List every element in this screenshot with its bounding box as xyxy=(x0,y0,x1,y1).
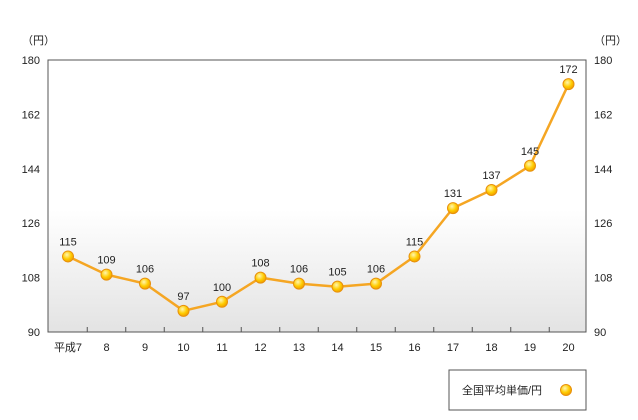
right-y-tick-label: 144 xyxy=(594,164,612,176)
x-tick-label: 9 xyxy=(142,342,148,354)
x-tick-label: 14 xyxy=(331,342,343,354)
right-y-tick-label: 126 xyxy=(594,218,612,230)
data-value-label: 115 xyxy=(59,236,77,248)
data-point-marker xyxy=(139,277,151,290)
x-tick-label: 17 xyxy=(447,342,459,354)
x-tick-label: 20 xyxy=(562,342,574,354)
left-y-tick-label: 162 xyxy=(22,109,40,121)
x-tick-label: 13 xyxy=(293,342,305,354)
right-y-tick-label: 90 xyxy=(594,327,606,339)
x-tick-label: 12 xyxy=(254,342,266,354)
left-y-tick-label: 90 xyxy=(28,327,40,339)
data-point-marker xyxy=(524,159,536,172)
data-point-marker xyxy=(370,277,382,290)
legend-marker xyxy=(560,384,572,396)
x-tick-label: 19 xyxy=(524,342,536,354)
right-y-axis: 90 108 126 144 162 180 xyxy=(594,55,612,339)
x-tick-label: 18 xyxy=(485,342,497,354)
plot-area xyxy=(47,59,587,333)
data-value-label: 100 xyxy=(213,282,231,294)
right-y-tick-label: 180 xyxy=(594,55,612,67)
data-point-marker xyxy=(216,295,228,308)
data-point-marker xyxy=(447,202,459,215)
x-tick-label: 平成7 xyxy=(54,341,82,354)
data-point-marker xyxy=(177,304,190,317)
data-value-label: 106 xyxy=(290,264,308,276)
data-value-label: 115 xyxy=(406,236,424,248)
left-y-tick-label: 180 xyxy=(22,55,40,67)
data-value-label: 145 xyxy=(521,146,539,158)
data-point-marker xyxy=(331,280,344,293)
data-point-marker xyxy=(408,250,421,263)
data-value-label: 106 xyxy=(367,264,385,276)
data-value-label: 137 xyxy=(482,170,500,182)
data-point-marker xyxy=(62,250,74,263)
data-value-label: 109 xyxy=(97,255,115,267)
left-y-tick-label: 126 xyxy=(22,218,40,230)
left-y-unit: （円） xyxy=(22,34,55,47)
data-point-marker xyxy=(100,268,113,281)
x-tick-label: 8 xyxy=(103,342,109,354)
x-tick-label: 10 xyxy=(177,342,189,354)
left-y-tick-label: 144 xyxy=(22,164,40,176)
right-y-tick-label: 162 xyxy=(594,109,612,121)
data-point-marker xyxy=(562,78,575,91)
legend-label: 全国平均単価/円 xyxy=(462,383,542,397)
data-value-label: 97 xyxy=(177,291,189,303)
data-labels: 115 109 106 97 100 108 106 105 106 115 131 137 145 17… xyxy=(59,64,577,303)
data-point-marker xyxy=(293,277,305,290)
data-point-marker xyxy=(254,271,267,284)
x-axis: 平成7 8 9 10 11 12 13 14 15 16 17 18 19 20 xyxy=(54,327,575,354)
x-tick-label: 15 xyxy=(370,342,382,354)
data-point-marker xyxy=(485,183,498,196)
data-value-label: 131 xyxy=(444,188,462,200)
data-value-label: 108 xyxy=(251,258,269,270)
data-value-label: 106 xyxy=(136,264,154,276)
data-value-label: 172 xyxy=(559,64,577,76)
data-value-label: 105 xyxy=(328,267,346,279)
x-tick-label: 11 xyxy=(216,342,227,354)
right-y-unit: （円） xyxy=(594,34,627,47)
left-y-axis: 90 108 126 144 162 180 xyxy=(22,55,40,339)
right-y-tick-label: 108 xyxy=(594,273,612,285)
series-line xyxy=(67,83,570,313)
left-y-tick-label: 108 xyxy=(22,273,40,285)
series-markers xyxy=(62,78,575,317)
legend: 全国平均単価/円 xyxy=(448,369,587,411)
x-tick-label: 16 xyxy=(408,342,420,354)
